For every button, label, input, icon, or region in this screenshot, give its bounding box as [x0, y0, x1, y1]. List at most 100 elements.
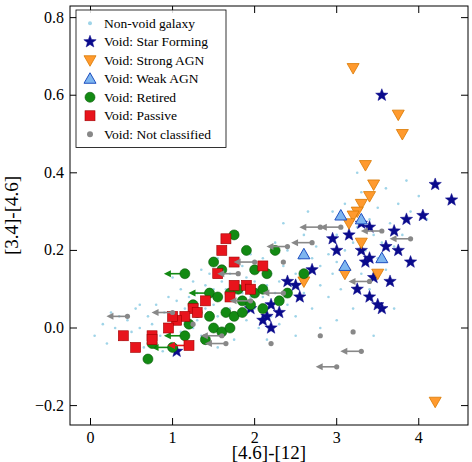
upper-limit-arrowhead	[164, 332, 171, 339]
upper-limit-arrowhead	[234, 259, 241, 266]
point	[286, 303, 289, 306]
point	[125, 314, 130, 319]
point	[253, 280, 256, 283]
point	[209, 257, 219, 267]
point	[352, 241, 355, 244]
point	[303, 234, 306, 237]
legend-label: Void: Star Forming	[104, 34, 208, 49]
point	[171, 276, 174, 279]
point	[245, 319, 248, 322]
point	[237, 307, 247, 317]
legend: Non-void galaxyVoid: Star FormingVoid: S…	[76, 10, 226, 148]
point	[359, 161, 371, 172]
point	[229, 280, 239, 290]
upper-limit-arrowhead	[152, 309, 159, 316]
y-tick-label: 0.0	[44, 319, 64, 336]
point	[294, 272, 297, 275]
upper-limit-arrowhead	[361, 228, 368, 235]
point	[221, 234, 231, 244]
point	[248, 298, 253, 303]
point	[384, 275, 396, 287]
y-tick	[70, 405, 77, 406]
point	[393, 307, 396, 310]
point	[204, 307, 207, 310]
point	[338, 225, 343, 230]
point	[351, 329, 356, 334]
point	[372, 269, 384, 280]
point	[367, 279, 372, 284]
point	[281, 275, 293, 287]
y-tick	[70, 172, 77, 173]
point	[392, 110, 404, 121]
series-5	[118, 234, 268, 353]
point	[257, 327, 260, 330]
axes: 01234−0.20.00.20.40.60.8	[35, 6, 468, 446]
point	[273, 306, 285, 318]
point	[258, 304, 268, 314]
point	[200, 269, 203, 272]
point	[347, 64, 359, 75]
point	[236, 271, 241, 276]
point	[392, 244, 404, 256]
upper-limit-arrowhead	[299, 224, 306, 231]
point	[265, 322, 277, 334]
legend-marker	[85, 111, 95, 121]
point	[262, 257, 265, 260]
y-tick-label: 0.8	[44, 9, 64, 26]
point	[274, 296, 284, 306]
point	[118, 331, 128, 341]
point	[257, 314, 269, 326]
point	[138, 327, 141, 330]
upper-limit-arrowhead	[205, 340, 212, 347]
point	[147, 335, 157, 345]
point	[216, 315, 219, 318]
series-6	[106, 224, 413, 371]
point	[335, 261, 338, 264]
point	[161, 350, 164, 353]
point	[131, 342, 141, 352]
series-3	[298, 210, 388, 271]
point	[281, 290, 286, 295]
point	[355, 213, 367, 224]
legend-label: Void: Passive	[104, 108, 177, 123]
y-tick-label: −0.2	[35, 397, 64, 414]
point	[192, 307, 202, 317]
point	[417, 209, 429, 221]
point	[429, 397, 441, 408]
point	[204, 284, 207, 287]
point	[138, 303, 141, 306]
point	[155, 303, 158, 306]
point	[278, 280, 281, 283]
point	[294, 290, 306, 302]
y-tick	[461, 250, 468, 251]
point	[241, 245, 251, 255]
series-4	[143, 230, 309, 364]
point	[376, 206, 379, 209]
plot-frame	[70, 6, 468, 425]
point	[380, 240, 392, 252]
point	[285, 244, 290, 249]
point	[179, 288, 182, 291]
point	[159, 334, 162, 337]
x-tick	[336, 6, 337, 13]
point	[355, 238, 367, 249]
point	[385, 187, 388, 190]
point	[379, 228, 384, 233]
point	[184, 340, 194, 350]
point	[396, 130, 408, 141]
point	[368, 180, 380, 191]
y-tick	[461, 95, 468, 96]
point	[180, 269, 190, 279]
x-tick-label: 4	[415, 429, 423, 446]
point	[208, 272, 211, 275]
point	[192, 307, 202, 317]
point	[126, 319, 129, 322]
point	[274, 241, 277, 244]
y-tick-label: 0.4	[44, 164, 64, 181]
point	[388, 225, 400, 237]
point	[184, 307, 187, 310]
point	[319, 265, 322, 268]
point	[294, 334, 297, 337]
x-tick	[336, 418, 337, 425]
upper-limit-arrowhead	[340, 348, 347, 355]
